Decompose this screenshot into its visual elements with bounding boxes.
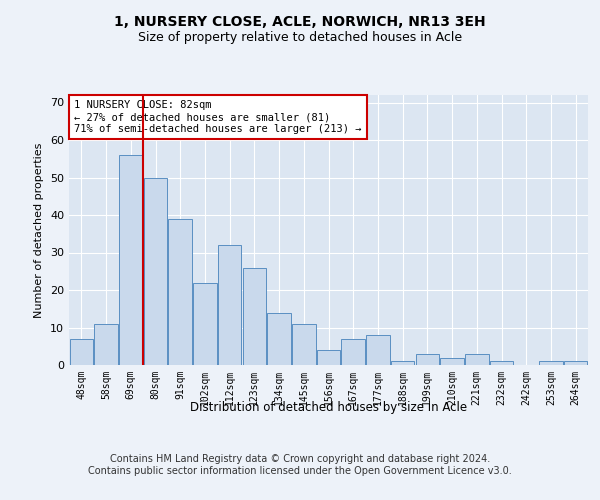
Bar [341,339,365,365]
Bar [564,361,587,365]
Bar [366,335,389,365]
Bar [539,361,563,365]
Bar [490,361,513,365]
Y-axis label: Number of detached properties: Number of detached properties [34,142,44,318]
Text: Distribution of detached houses by size in Acle: Distribution of detached houses by size … [190,401,467,414]
Bar [317,350,340,365]
Bar [242,268,266,365]
Text: Contains HM Land Registry data © Crown copyright and database right 2024.
Contai: Contains HM Land Registry data © Crown c… [88,454,512,476]
Bar [193,282,217,365]
Bar [94,324,118,365]
Text: 1, NURSERY CLOSE, ACLE, NORWICH, NR13 3EH: 1, NURSERY CLOSE, ACLE, NORWICH, NR13 3E… [114,16,486,30]
Text: 1 NURSERY CLOSE: 82sqm
← 27% of detached houses are smaller (81)
71% of semi-det: 1 NURSERY CLOSE: 82sqm ← 27% of detached… [74,100,362,134]
Bar [144,178,167,365]
Bar [169,219,192,365]
Text: Size of property relative to detached houses in Acle: Size of property relative to detached ho… [138,31,462,44]
Bar [268,312,291,365]
Bar [70,339,93,365]
Bar [218,245,241,365]
Bar [416,354,439,365]
Bar [292,324,316,365]
Bar [465,354,488,365]
Bar [391,361,415,365]
Bar [119,155,143,365]
Bar [440,358,464,365]
